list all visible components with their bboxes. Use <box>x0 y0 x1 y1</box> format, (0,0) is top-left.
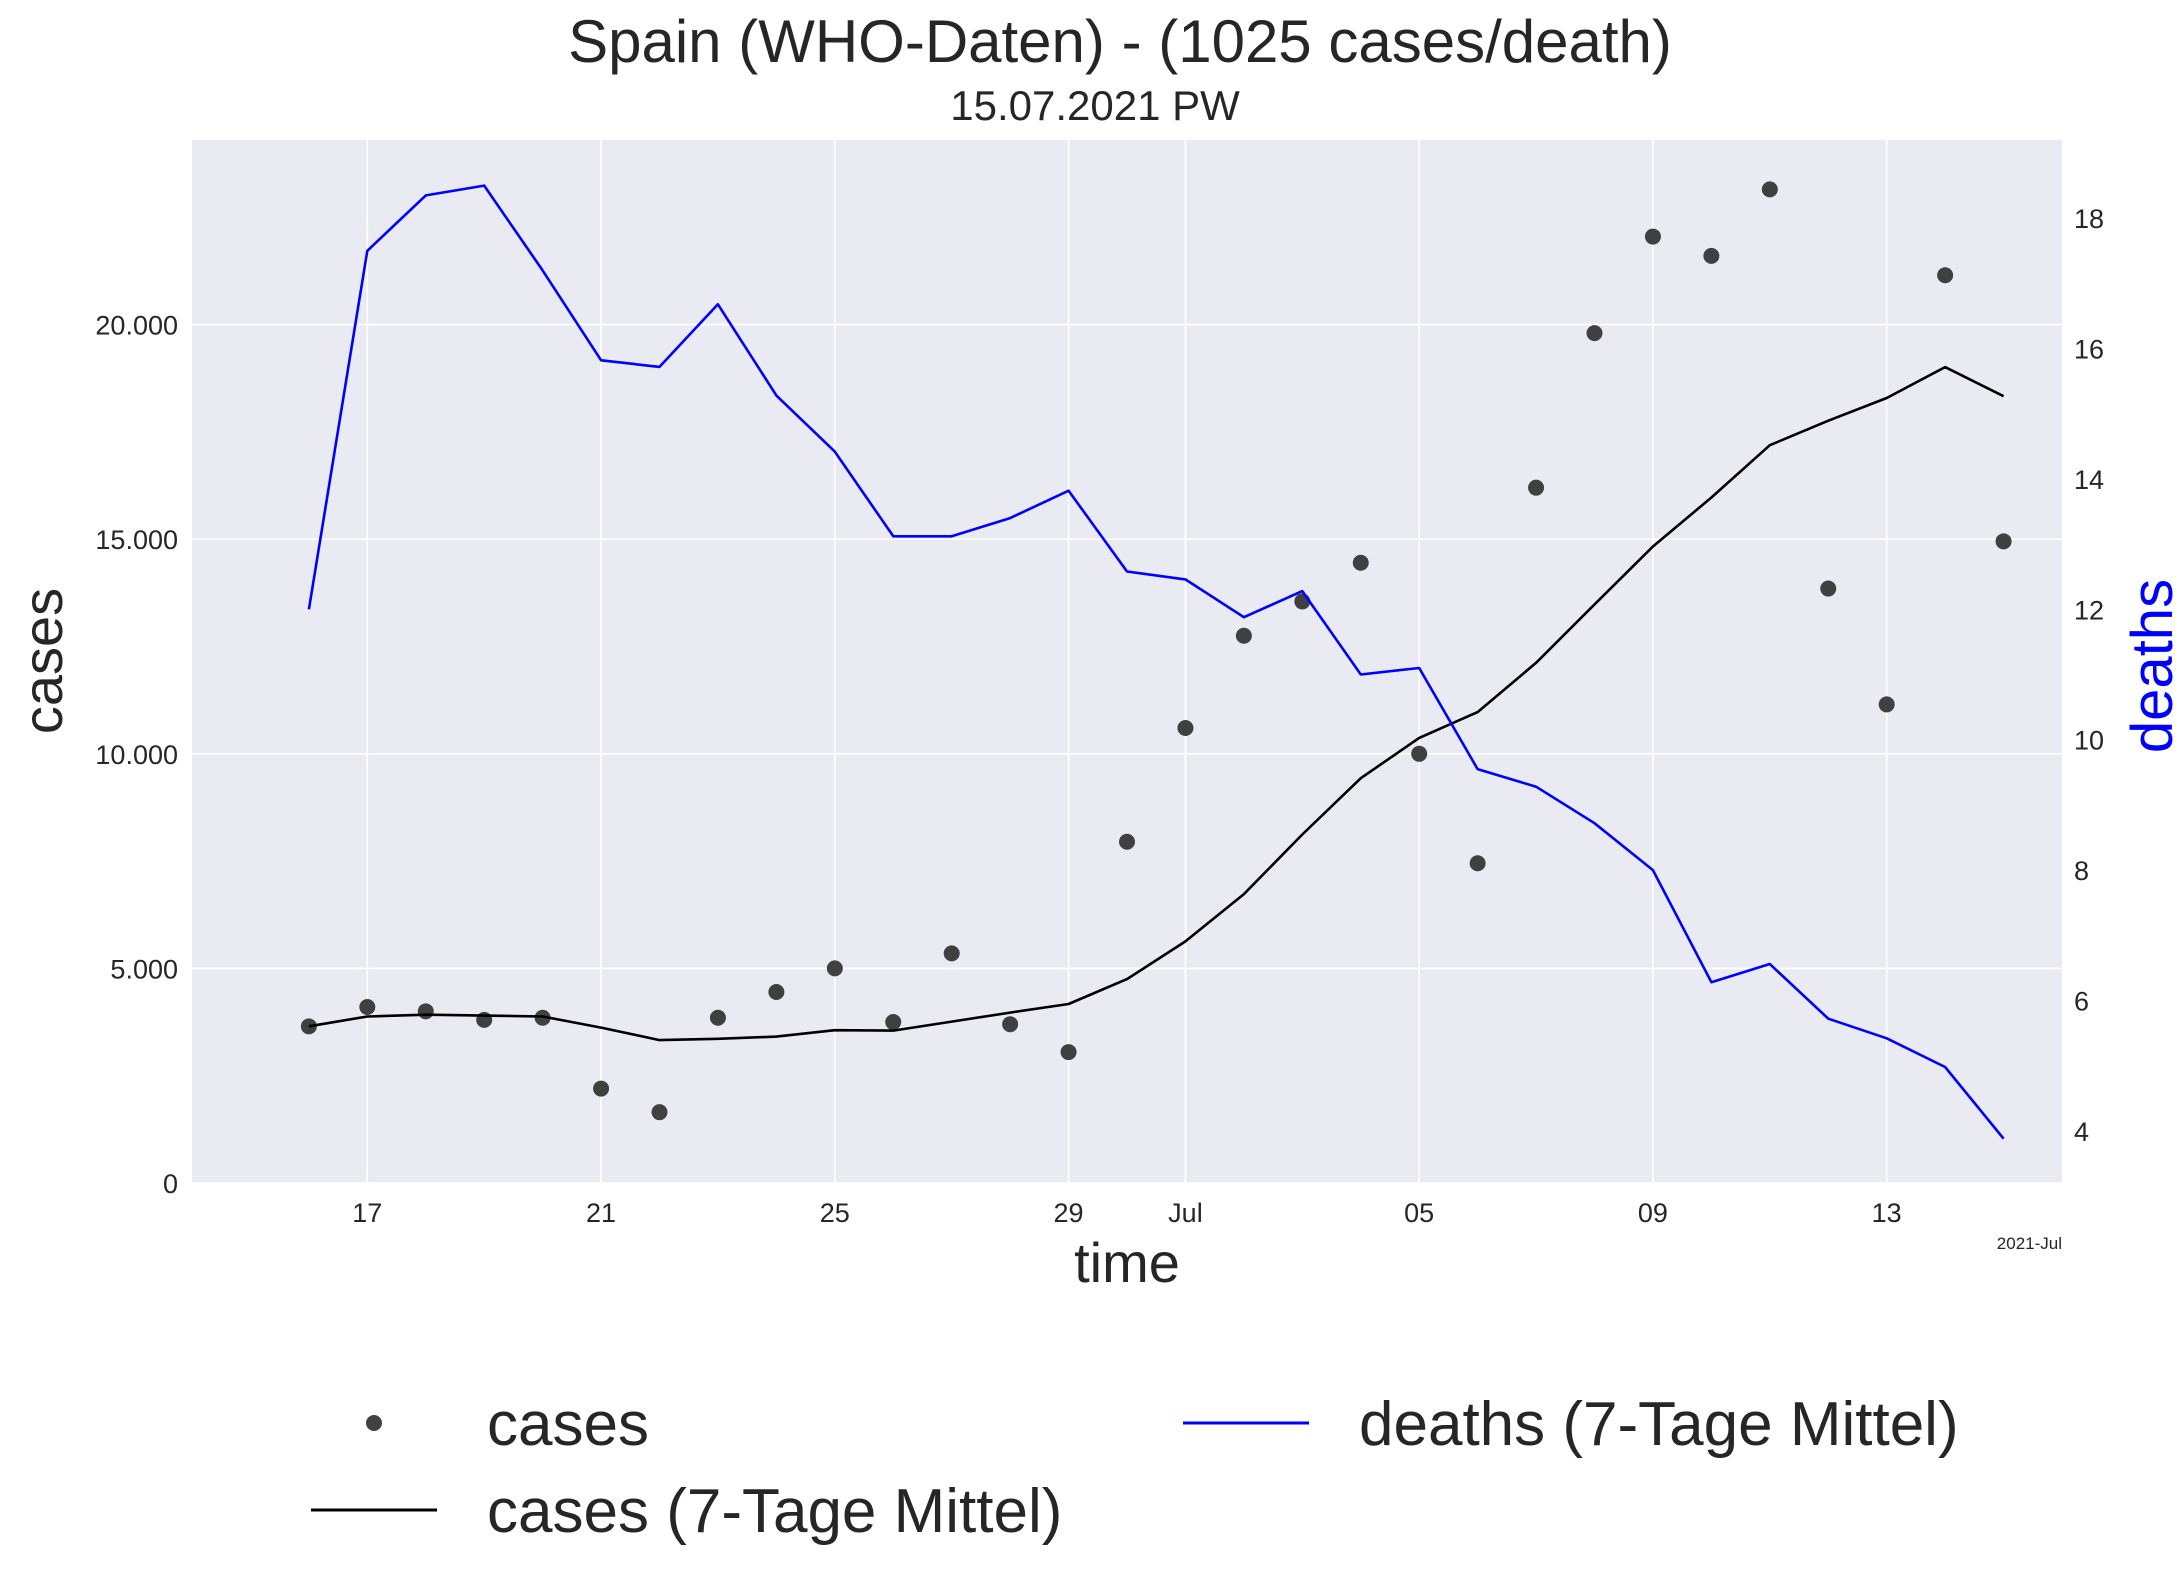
x-tick-label: 25 <box>820 1198 850 1228</box>
data-point-cases <box>1119 833 1135 850</box>
data-point-cases <box>709 1009 726 1026</box>
y-right-axis-label: deaths <box>2120 579 2180 753</box>
x-tick-label: 17 <box>352 1198 382 1228</box>
data-point-cases <box>300 1018 317 1035</box>
data-point-cases <box>1586 325 1603 342</box>
legend-label-deaths-avg: deaths (7-Tage Mittel) <box>1359 1390 1959 1459</box>
data-point-cases <box>1469 855 1486 872</box>
legend: cases cases (7-Tage Mittel) deaths (7-Ta… <box>311 1390 1959 1546</box>
data-point-cases <box>359 999 376 1016</box>
x-tick-label: 09 <box>1638 1198 1668 1228</box>
data-point-cases <box>943 945 960 962</box>
data-point-cases <box>1177 720 1194 737</box>
y-left-tick-label: 10.000 <box>95 740 178 770</box>
ticks: 17 21 25 29 Jul 05 09 13 0 5.000 10.000 15.000 20.00… <box>95 204 2104 1228</box>
y-right-tick-label: 12 <box>2074 595 2104 625</box>
data-point-cases <box>1820 580 1837 597</box>
y-right-tick-label: 6 <box>2074 986 2089 1016</box>
y-left-axis-label: cases <box>11 588 74 734</box>
data-point-cases <box>1995 533 2012 550</box>
series-line-deaths-7-tage-mittel <box>307 184 2005 1140</box>
x-tick-label: 13 <box>1872 1198 1902 1228</box>
data-point-cases <box>1703 247 1720 264</box>
data-point-cases <box>1878 696 1895 713</box>
x-tick-label: 21 <box>586 1198 616 1228</box>
series-layer <box>300 181 2012 1140</box>
data-point-cases <box>1235 627 1252 644</box>
series-line-cases-7-tage-mittel <box>308 365 2005 1042</box>
x-axis-label: time <box>1074 1231 1180 1294</box>
y-right-tick-label: 4 <box>2074 1117 2089 1147</box>
legend-marker-cases <box>366 1415 382 1431</box>
data-point-cases <box>1937 267 1954 284</box>
data-point-cases <box>417 1003 434 1020</box>
y-left-tick-label: 0 <box>163 1169 178 1199</box>
y-right-tick-label: 14 <box>2074 465 2104 495</box>
data-point-cases <box>768 983 785 1000</box>
chart-title: Spain (WHO-Daten) - (1025 cases/death) <box>568 8 1672 75</box>
y-left-tick-label: 20.000 <box>95 311 178 341</box>
y-right-tick-label: 8 <box>2074 856 2089 886</box>
chart-subtitle: 15.07.2021 PW <box>950 82 1240 129</box>
legend-label-cases: cases <box>487 1390 649 1459</box>
data-point-cases <box>1352 554 1369 571</box>
plot-area <box>192 140 2062 1183</box>
x-tick-label: Jul <box>1168 1198 1203 1228</box>
y-right-tick-label: 16 <box>2074 335 2104 365</box>
data-point-cases <box>1411 745 1428 762</box>
data-point-cases <box>1644 228 1661 245</box>
y-right-tick-label: 10 <box>2074 726 2104 756</box>
data-point-cases <box>885 1014 902 1031</box>
y-left-tick-label: 5.000 <box>110 954 178 984</box>
legend-label-cases-avg: cases (7-Tage Mittel) <box>487 1477 1062 1546</box>
x-tick-label: 05 <box>1404 1198 1434 1228</box>
data-point-cases <box>826 960 843 977</box>
data-point-cases <box>1761 181 1778 198</box>
x-offset-label: 2021-Jul <box>1997 1234 2062 1253</box>
data-point-cases <box>1294 593 1311 610</box>
data-point-cases <box>1528 479 1545 496</box>
data-point-cases <box>1060 1044 1077 1061</box>
data-point-cases <box>593 1080 610 1097</box>
y-right-tick-label: 18 <box>2074 204 2104 234</box>
data-point-cases <box>1002 1016 1019 1033</box>
data-point-cases <box>651 1104 668 1121</box>
y-left-tick-label: 15.000 <box>95 525 178 555</box>
x-tick-label: 29 <box>1054 1198 1084 1228</box>
grid <box>192 140 2062 1184</box>
